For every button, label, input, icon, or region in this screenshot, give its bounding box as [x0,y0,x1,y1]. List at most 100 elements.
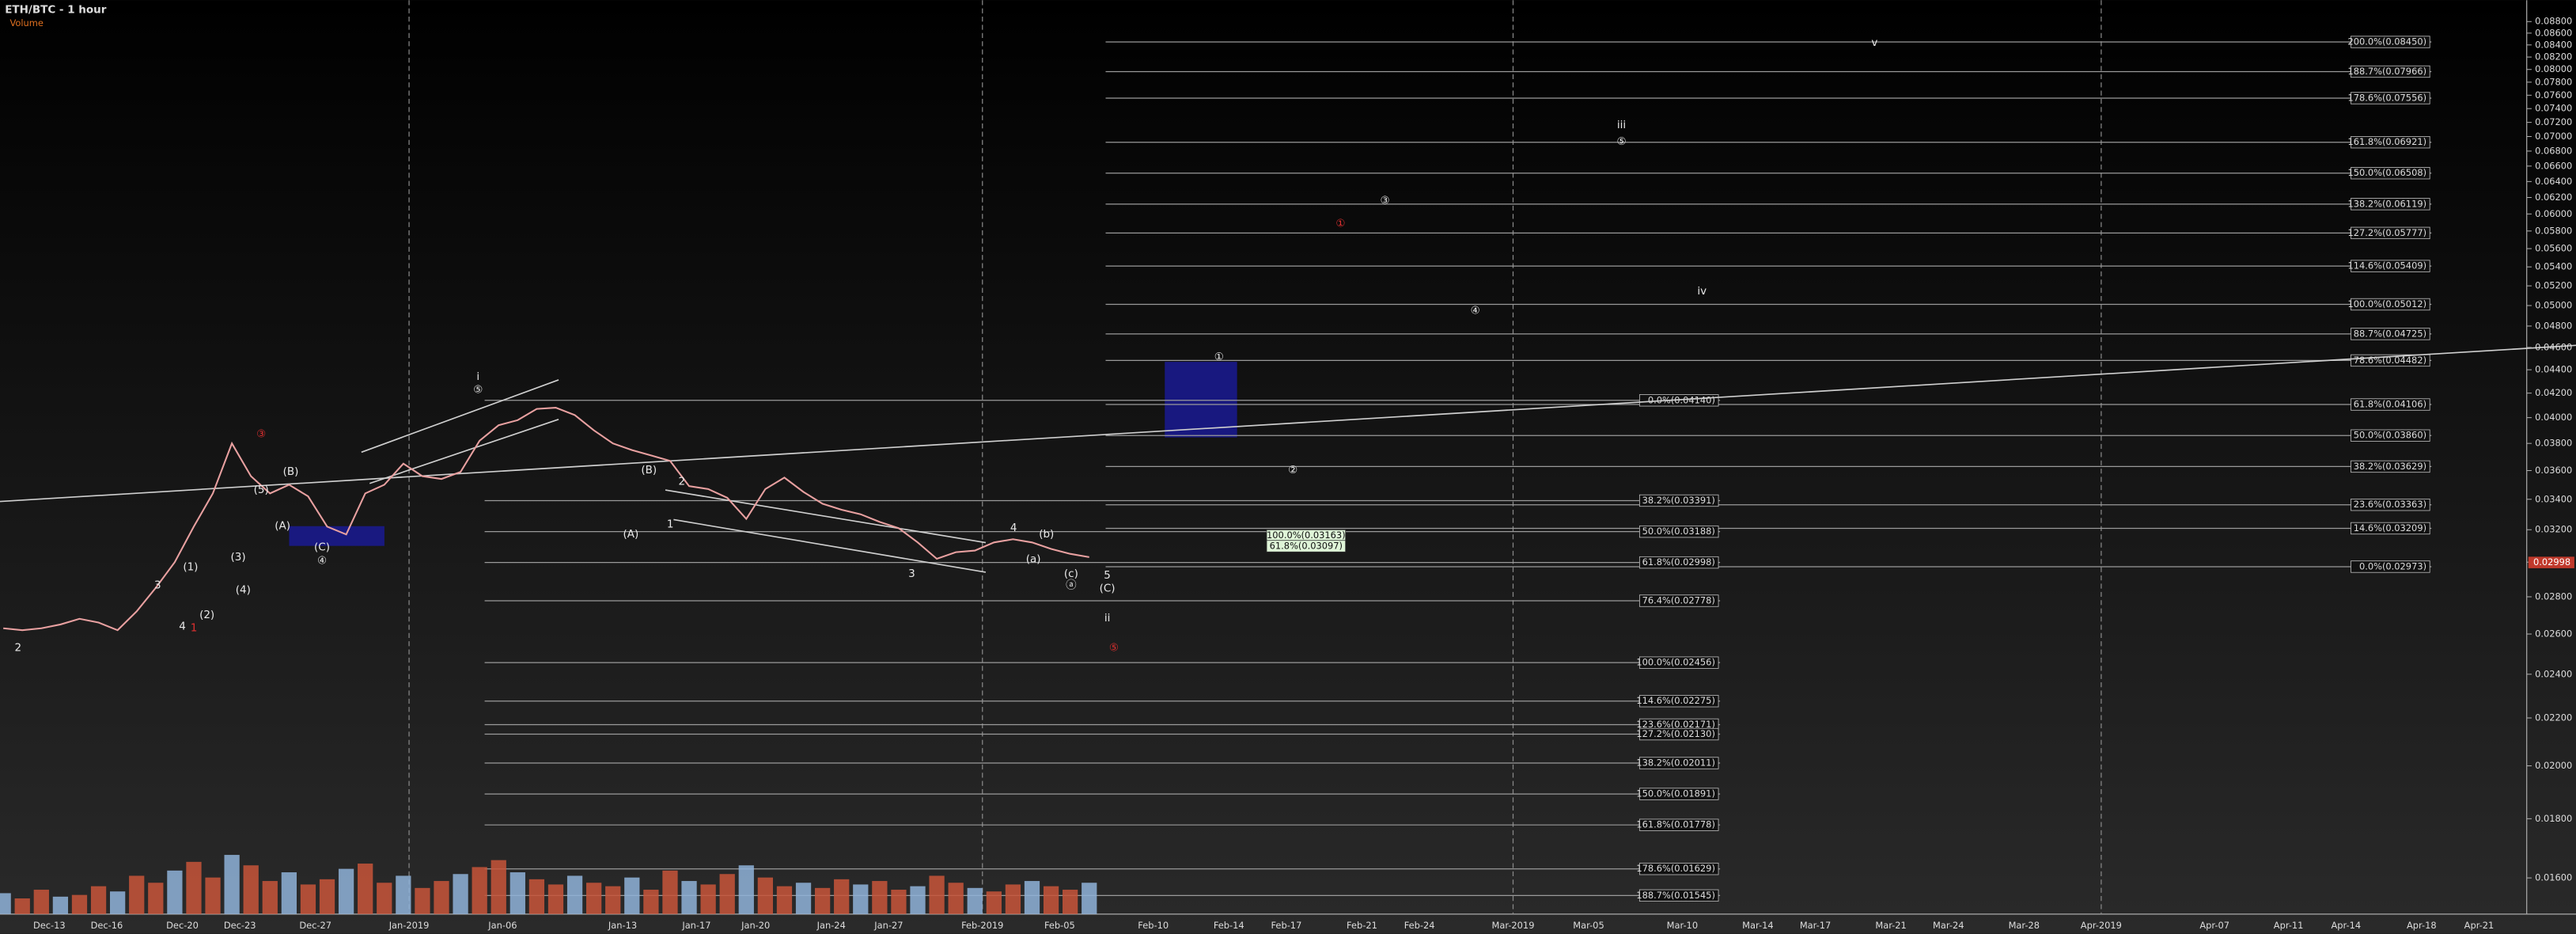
fib-label: 76.4%(0.02778) [1642,594,1715,606]
fib-label: 100.0%(0.05012) [2347,298,2426,309]
fib-label-box [2351,36,2430,48]
x-tick-label: Mar-05 [1573,920,1604,931]
fib-label-box [2351,298,2430,311]
volume-bar [1043,886,1059,914]
volume-bar [738,865,754,914]
fib-label-box [1638,863,1719,875]
x-tick-label: Mar-17 [1800,920,1831,931]
fib-label: 38.2%(0.03629) [2354,461,2426,472]
wave-label: ⓐ [1066,579,1077,592]
wave-label: 5 [1104,569,1111,582]
last-price-label: 0.02998 [2533,556,2570,568]
fib-label-box [2351,522,2430,535]
wave-label: (C) [1100,583,1116,595]
wave-label: ⑤ [1109,641,1119,654]
fib-label: 150.0%(0.01891) [1636,788,1715,799]
y-tick-label: 0.08200 [2535,51,2572,63]
y-tick-label: 0.06200 [2535,192,2572,203]
y-tick-label: 0.04000 [2535,412,2572,423]
x-tick-label: Dec-27 [299,920,331,931]
y-tick-label: 0.07200 [2535,116,2572,127]
volume-bar [434,881,449,914]
fib-label: 38.2%(0.03391) [1642,495,1715,506]
volume-bar [643,890,659,914]
volume-bar [566,875,583,914]
fib-label-box [1638,727,1719,741]
fib-label-box [2351,460,2430,473]
volume-bar [662,870,678,914]
volume-bar [415,887,430,914]
y-tick-label: 0.05600 [2535,243,2572,254]
x-tick-label: Feb-10 [1138,920,1169,931]
y-tick-label: 0.04600 [2535,341,2572,352]
volume-bar [967,887,983,914]
volume-bar [33,890,49,914]
x-tick-label: Jan-27 [873,920,903,931]
wave-label: v [1871,36,1877,49]
volume-bar [300,884,316,914]
fib-label: 127.2%(0.05777) [2347,227,2426,238]
wave-label: ① [1335,218,1345,230]
volume-bar [186,861,202,914]
x-tick-label: Mar-14 [1742,920,1773,931]
fib-label-box [2351,198,2430,211]
volume-label: Volume [9,17,43,28]
volume-bar [129,875,145,914]
fib-label: 88.7%(0.04725) [2354,328,2426,339]
x-tick-label: Feb-2019 [961,920,1003,931]
x-tick-label: Feb-17 [1271,920,1302,931]
x-tick-label: Dec-16 [91,920,123,931]
x-tick-label: Jan-17 [681,920,710,931]
x-tick-label: Apr-2019 [2081,920,2122,931]
fib-label-box [2351,398,2430,411]
volume-bar [586,883,602,914]
x-tick-label: Apr-14 [2331,920,2361,931]
volume-bar [757,877,774,914]
volume-bar [453,874,468,914]
volume-bar [396,875,411,914]
fib-label-box [1638,656,1719,669]
wave-label: ④ [317,554,327,567]
fib-label: 188.7%(0.01545) [1636,890,1715,901]
x-tick-label: Feb-05 [1044,920,1075,931]
fib-label-box [2351,92,2430,104]
volume-bar [719,874,735,914]
fib-label-box [2351,136,2430,149]
fib-label: 200.0%(0.08450) [2347,36,2426,47]
volume-bar [281,872,297,914]
volume-bar [510,872,525,914]
y-tick-label: 0.07000 [2535,131,2572,142]
volume-bar [605,886,621,914]
fib-label-box [1638,788,1719,800]
x-tick-label: Feb-24 [1404,920,1435,931]
wave-label: 4 [179,620,186,632]
volume-bar [814,887,831,914]
y-tick-label: 0.03200 [2535,524,2572,535]
y-tick-label: 0.02800 [2535,590,2572,602]
x-tick-label: Dec-23 [224,920,256,931]
x-tick-label: Jan-06 [487,920,517,931]
fib-label: 61.8%(0.02998) [1642,556,1715,568]
fib-label: 50.0%(0.03860) [2354,430,2426,441]
fib-label-box [1638,494,1719,507]
wave-label: 1 [667,518,674,531]
wave-label: (3) [231,551,246,564]
wave-label: (5) [254,484,269,496]
volume-bar [491,860,506,914]
fib-label: 100.0%(0.02456) [1636,657,1715,668]
channel-line [665,489,987,544]
volume-bar [929,875,945,914]
volume-bar [377,883,392,914]
volume-bar [472,867,487,914]
volume-bar [14,898,30,914]
y-tick-label: 0.07800 [2535,76,2572,87]
fib-label: 161.8%(0.01778) [1636,819,1715,830]
x-tick-label: Mar-28 [2009,920,2040,931]
fib-label: 50.0%(0.03188) [1642,526,1715,537]
fib-label-box [2351,328,2430,340]
y-tick-label: 0.01600 [2535,872,2572,883]
x-tick-label: Feb-14 [1214,920,1244,931]
y-tick-label: 0.05800 [2535,225,2572,236]
volume-bar [948,883,964,914]
